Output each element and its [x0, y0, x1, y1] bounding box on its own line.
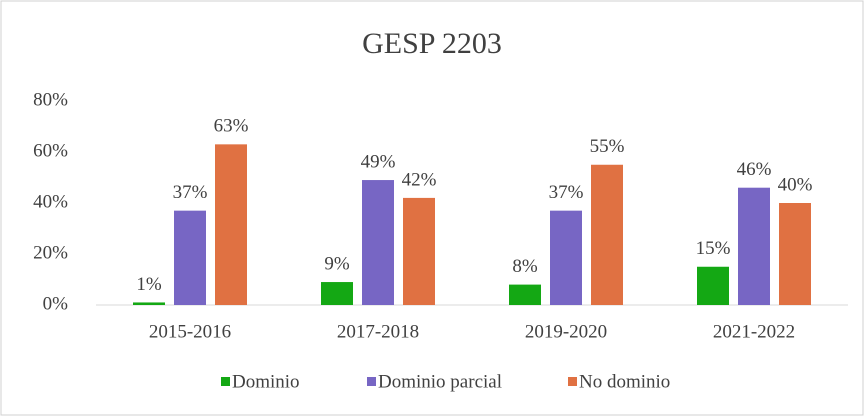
value-label: 1% [136, 274, 162, 295]
legend-label: No dominio [579, 371, 670, 392]
value-label: 55% [590, 136, 625, 157]
bar [362, 180, 394, 305]
x-tick-label: 2015-2016 [149, 321, 231, 342]
bar [738, 187, 770, 305]
value-label: 8% [512, 256, 538, 277]
bar [591, 164, 623, 305]
bar [509, 284, 541, 305]
x-tick-label: 2021-2022 [713, 321, 795, 342]
value-label: 37% [549, 182, 584, 203]
value-label: 37% [173, 182, 208, 203]
legend-swatch [367, 377, 376, 386]
y-tick-label: 20% [33, 242, 68, 263]
y-tick-label: 60% [33, 140, 68, 161]
legend-swatch [568, 377, 577, 386]
bar [321, 282, 353, 305]
legend-label: Dominio parcial [378, 371, 502, 392]
value-label: 42% [402, 169, 437, 190]
bar [403, 197, 435, 305]
value-label: 63% [214, 116, 249, 137]
legend-label: Dominio [232, 371, 300, 392]
value-label: 9% [324, 253, 350, 274]
legend-swatch [221, 377, 230, 386]
bar [779, 203, 811, 305]
value-label: 46% [737, 159, 772, 180]
value-label: 40% [778, 174, 813, 195]
y-tick-label: 80% [33, 89, 68, 110]
bar [133, 302, 165, 305]
bar [174, 210, 206, 305]
chart-title: GESP 2203 [362, 27, 502, 60]
bar [697, 266, 729, 305]
bar [215, 144, 247, 305]
x-tick-label: 2019-2020 [525, 321, 607, 342]
y-tick-label: 0% [43, 293, 69, 314]
bar [550, 210, 582, 305]
value-label: 49% [361, 151, 396, 172]
y-tick-label: 40% [33, 191, 68, 212]
x-tick-label: 2017-2018 [337, 321, 419, 342]
value-label: 15% [696, 238, 731, 259]
